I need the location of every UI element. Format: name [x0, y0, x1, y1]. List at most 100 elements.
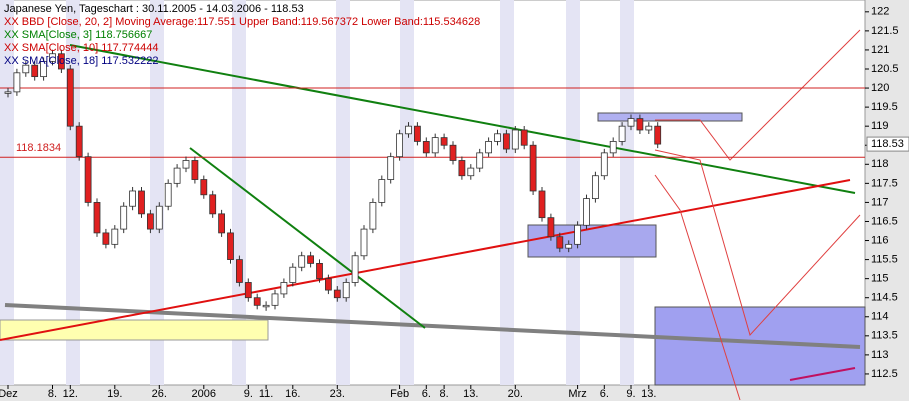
- zone-box: [527, 224, 657, 258]
- candle: [520, 129, 528, 146]
- marks: 118.1834: [0, 49, 865, 311]
- candle: [66, 68, 74, 127]
- x-tick-label: 9.: [244, 388, 253, 400]
- candle: [120, 205, 128, 230]
- last-price-box: [866, 136, 909, 152]
- candle: [413, 125, 421, 142]
- candle: [333, 289, 341, 299]
- candle: [58, 53, 65, 70]
- candle: [369, 202, 377, 230]
- y-tick-label: 120.5: [871, 63, 899, 75]
- y-tick-label: 114: [871, 311, 889, 323]
- candle: [627, 118, 635, 127]
- candle: [467, 167, 475, 177]
- candle: [502, 133, 510, 150]
- candle: [191, 160, 199, 180]
- x-tick-label: 12.: [63, 388, 78, 400]
- x-tick-label: Dez: [0, 388, 18, 400]
- candle: [351, 255, 359, 283]
- candle: [253, 297, 261, 306]
- x-tick-label: 8.: [440, 388, 449, 400]
- legend-entry: XX SMA[Close, 18] 117.532222: [4, 55, 159, 67]
- x-tick-label: 20.: [508, 388, 523, 400]
- y-tick-label: 116.5: [871, 215, 898, 227]
- last-price-label: 118.53: [871, 138, 904, 150]
- candle: [111, 228, 119, 245]
- candle: [31, 64, 39, 78]
- x-tick-label: 26.: [152, 388, 167, 400]
- candle: [538, 190, 546, 219]
- legend: Japanese Yen, Tageschart : 30.11.2005 - …: [4, 3, 480, 67]
- candle: [262, 304, 270, 308]
- x-tick-label: Feb: [390, 388, 409, 400]
- candle: [102, 232, 110, 245]
- candle: [280, 282, 288, 295]
- candle: [324, 278, 332, 291]
- x-tick-label: 6.: [422, 388, 431, 400]
- candle: [227, 232, 234, 260]
- candle: [485, 141, 493, 154]
- x-tick-label: 16.: [285, 388, 300, 400]
- y-tick-label: 121.5: [871, 25, 899, 37]
- y-tick-label: 113.5: [871, 330, 898, 342]
- y-tick-label: 122: [871, 6, 889, 18]
- zone-box: [0, 319, 269, 341]
- candle: [173, 167, 181, 184]
- candle: [529, 144, 537, 192]
- candle: [458, 160, 466, 177]
- x-tick-label: 19.: [107, 388, 122, 400]
- x-tick-label: 6.: [600, 388, 609, 400]
- zone-box: [597, 112, 743, 122]
- candle: [574, 224, 581, 245]
- candle: [449, 144, 457, 161]
- candle: [146, 213, 154, 230]
- candle: [431, 137, 439, 154]
- candle: [547, 217, 555, 238]
- y-tick-label: 121: [871, 44, 889, 56]
- candle: [235, 259, 243, 283]
- candle: [75, 125, 83, 158]
- candle: [476, 152, 484, 169]
- x-tick-label: 2006: [192, 388, 216, 400]
- candle: [209, 194, 217, 215]
- candle: [405, 125, 412, 135]
- candle: [609, 141, 617, 154]
- y-tick-label: 119: [871, 120, 889, 132]
- legend-entry: Japanese Yen, Tageschart : 30.11.2005 - …: [4, 3, 304, 15]
- y-tick-label: 115.5: [871, 253, 898, 265]
- candle: [218, 213, 226, 234]
- candle: [645, 125, 653, 131]
- candle: [396, 133, 404, 158]
- x-tick-label: Mrz: [568, 388, 586, 400]
- y-tick-label: 119.5: [871, 101, 898, 113]
- candle: [316, 263, 323, 280]
- y-tick-label: 116: [871, 234, 889, 246]
- projection-lines: [654, 29, 861, 401]
- y-tick-label: 112.5: [871, 368, 898, 380]
- candle: [289, 266, 297, 283]
- x-tick-label: 9.: [626, 388, 635, 400]
- x-tick-label: 13.: [641, 388, 656, 400]
- y-tick-label: 115: [871, 273, 889, 285]
- x-tick-label: 8.: [48, 388, 57, 400]
- candle: [654, 125, 662, 145]
- candle: [84, 156, 92, 203]
- candle: [244, 282, 252, 299]
- candle: [200, 179, 208, 196]
- x-tick-label: 23.: [330, 388, 345, 400]
- candle: [129, 190, 137, 207]
- candle: [307, 255, 315, 264]
- candle: [440, 137, 448, 146]
- trend-lines: [0, 44, 861, 381]
- candle: [378, 179, 386, 203]
- candle: [138, 190, 145, 215]
- candle: [556, 236, 564, 249]
- candle: [298, 255, 306, 268]
- candle: [4, 91, 12, 94]
- candle: [40, 60, 47, 78]
- candle: [360, 228, 368, 257]
- candle: [583, 198, 590, 226]
- x-tick-label: 11.: [259, 388, 273, 400]
